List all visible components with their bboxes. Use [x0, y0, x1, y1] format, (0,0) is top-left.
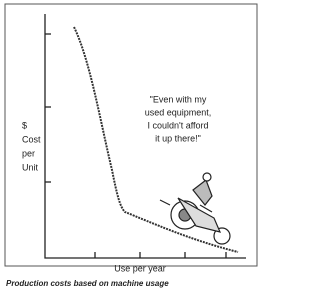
quote-line: "Even with my [150, 94, 207, 104]
frame [5, 4, 257, 266]
y-label-line: Unit [22, 162, 39, 172]
quote-line: used equipment, [145, 107, 212, 117]
caption: Production costs based on machine usage [6, 279, 169, 288]
y-label-line: $ [22, 120, 27, 130]
y-label-line: Cost [22, 134, 41, 144]
x-axis-label: Use per year [114, 263, 166, 273]
illustration: $ Cost per Unit "Even with my used equip… [0, 0, 263, 293]
quote-line: it up there!" [155, 133, 201, 143]
quote-line: I couldn't afford [147, 120, 208, 130]
page: $ Cost per Unit "Even with my used equip… [0, 0, 320, 293]
y-label-line: per [22, 148, 35, 158]
